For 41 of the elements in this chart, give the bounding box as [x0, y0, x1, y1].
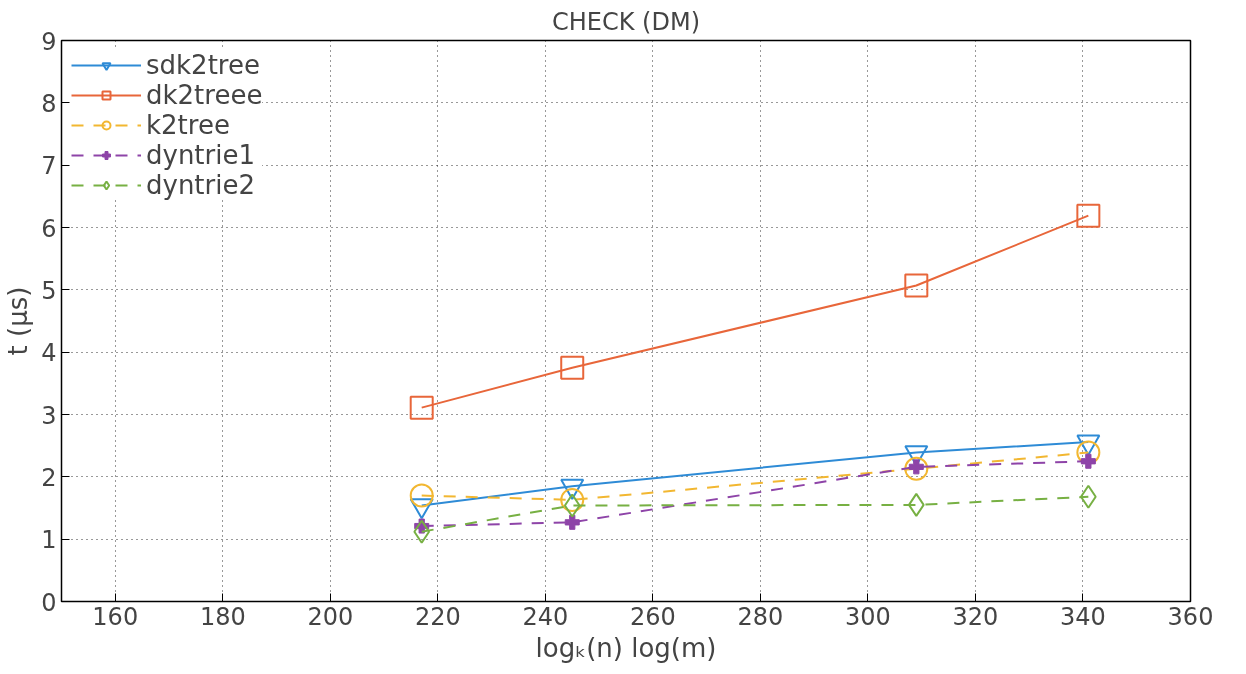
legend-label: dyntrie1	[146, 140, 256, 170]
x-axis-title: logₖ(n) log(m)	[535, 632, 717, 663]
x-tick-label: 160	[92, 602, 139, 631]
point	[560, 355, 585, 380]
legend-label: k2tree	[146, 110, 230, 140]
point	[560, 487, 585, 512]
point	[409, 395, 434, 420]
y-tick-label: 0	[41, 588, 57, 617]
y-tick-label: 3	[41, 401, 57, 430]
legend-label: dyntrie2	[146, 170, 256, 200]
y-tick-label: 5	[41, 276, 57, 305]
y-tick-label: 6	[41, 214, 57, 243]
y-tick-label: 7	[41, 152, 57, 181]
x-tick-label: 360	[1167, 602, 1214, 631]
point	[564, 514, 580, 530]
x-tick-label: 220	[414, 602, 461, 631]
point	[904, 456, 929, 481]
x-tick-label: 260	[629, 602, 676, 631]
y-tick-label: 1	[41, 526, 57, 555]
y-tick-label: 4	[41, 339, 57, 368]
y-tick-label: 2	[41, 463, 57, 492]
legend-label: dk2treee	[146, 80, 263, 110]
legend-label: sdk2tree	[146, 50, 260, 80]
point	[907, 492, 925, 517]
x-tick-label: 200	[307, 602, 354, 631]
x-tick-label: 300	[845, 602, 891, 631]
y-axis-title: t (µs)	[3, 286, 34, 356]
point	[1080, 453, 1096, 469]
y-tick-label: 8	[41, 89, 57, 118]
point	[1076, 203, 1101, 228]
x-tick-label: 240	[522, 602, 569, 631]
point	[563, 493, 581, 518]
x-tick-label: 180	[199, 602, 246, 631]
point	[904, 273, 929, 298]
y-tick-label: 9	[41, 27, 57, 56]
x-tick-label: 340	[1060, 602, 1106, 631]
chart-title: CHECK (DM)	[552, 7, 701, 36]
point	[413, 519, 431, 544]
x-tick-label: 280	[737, 602, 784, 631]
point	[409, 483, 434, 508]
x-tick-label: 320	[952, 602, 999, 631]
